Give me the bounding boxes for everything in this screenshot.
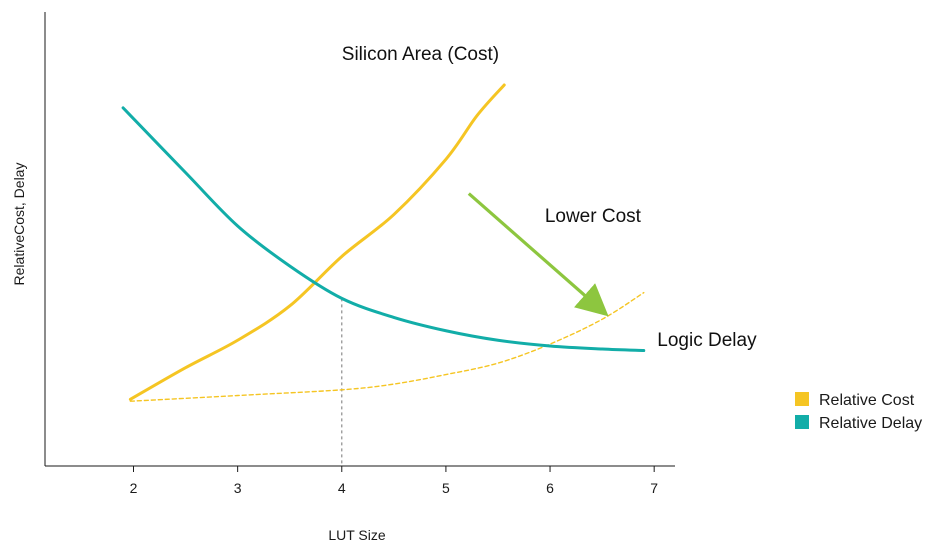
axes-layer: 2 3 4 5 6 7 LUT Size RelativeCost, Delay (11, 12, 675, 543)
annotations-layer: Silicon Area (Cost) Lower Cost Logic Delay (342, 44, 757, 351)
legend-label-delay: Relative Delay (819, 415, 922, 432)
x-tick-label: 2 (130, 480, 138, 496)
annotation-silicon-area-cost: Silicon Area (Cost) (342, 44, 499, 65)
legend-swatch-cost (795, 392, 809, 406)
x-tick-label: 3 (234, 480, 242, 496)
series-layer (121, 83, 646, 402)
x-tick-label: 7 (650, 480, 658, 496)
lower-cost-arrow (467, 192, 609, 317)
annotation-logic-delay: Logic Delay (657, 330, 757, 351)
series-line-delay (121, 106, 646, 353)
legend-swatch-delay (795, 415, 809, 429)
x-axis-title: LUT Size (328, 527, 386, 543)
legend-label-cost: Relative Cost (819, 392, 915, 409)
x-tick-label: 6 (546, 480, 554, 496)
annotation-lower-cost: Lower Cost (545, 206, 642, 227)
series-line-cost (128, 83, 506, 401)
x-tick-label: 5 (442, 480, 450, 496)
y-axis-title: RelativeCost, Delay (11, 163, 27, 286)
series-line-cost-lowered (129, 291, 645, 402)
legend: Relative Cost Relative Delay (795, 392, 922, 432)
x-tick-label: 4 (338, 480, 346, 496)
